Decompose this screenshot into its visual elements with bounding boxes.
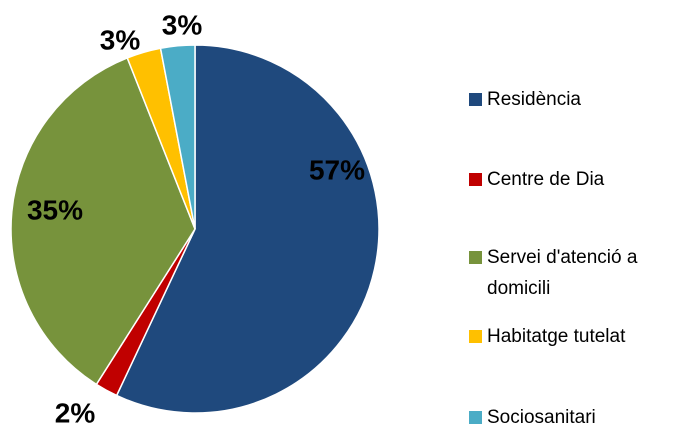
legend-item: Sociosanitari [469,402,681,433]
legend-swatch [469,411,482,424]
pie-slice [159,44,196,230]
pie-slice [115,44,380,414]
data-label: 35% [27,194,83,225]
pie-slice [10,56,196,386]
legend-item: Servei d'atenció a domicili [469,242,681,304]
data-label: 3% [162,9,203,40]
legend-label: Servei d'atenció a domicili [487,247,638,299]
legend-item: Centre de Dia [469,164,681,195]
legend-label: Sociosanitari [487,407,596,428]
data-label: 3% [100,24,141,55]
legend-item: Residència [469,84,681,115]
legend-item: Habitatge tutelat [469,321,681,352]
legend-label: Centre de Dia [487,169,605,190]
legend-label: Habitatge tutelat [487,326,626,347]
legend-label: Residència [487,89,581,110]
legend-swatch [469,251,482,264]
data-label: 2% [55,397,96,428]
legend-swatch [469,93,482,106]
legend-swatch [469,173,482,186]
data-label: 57% [309,154,365,185]
legend-swatch [469,330,482,343]
